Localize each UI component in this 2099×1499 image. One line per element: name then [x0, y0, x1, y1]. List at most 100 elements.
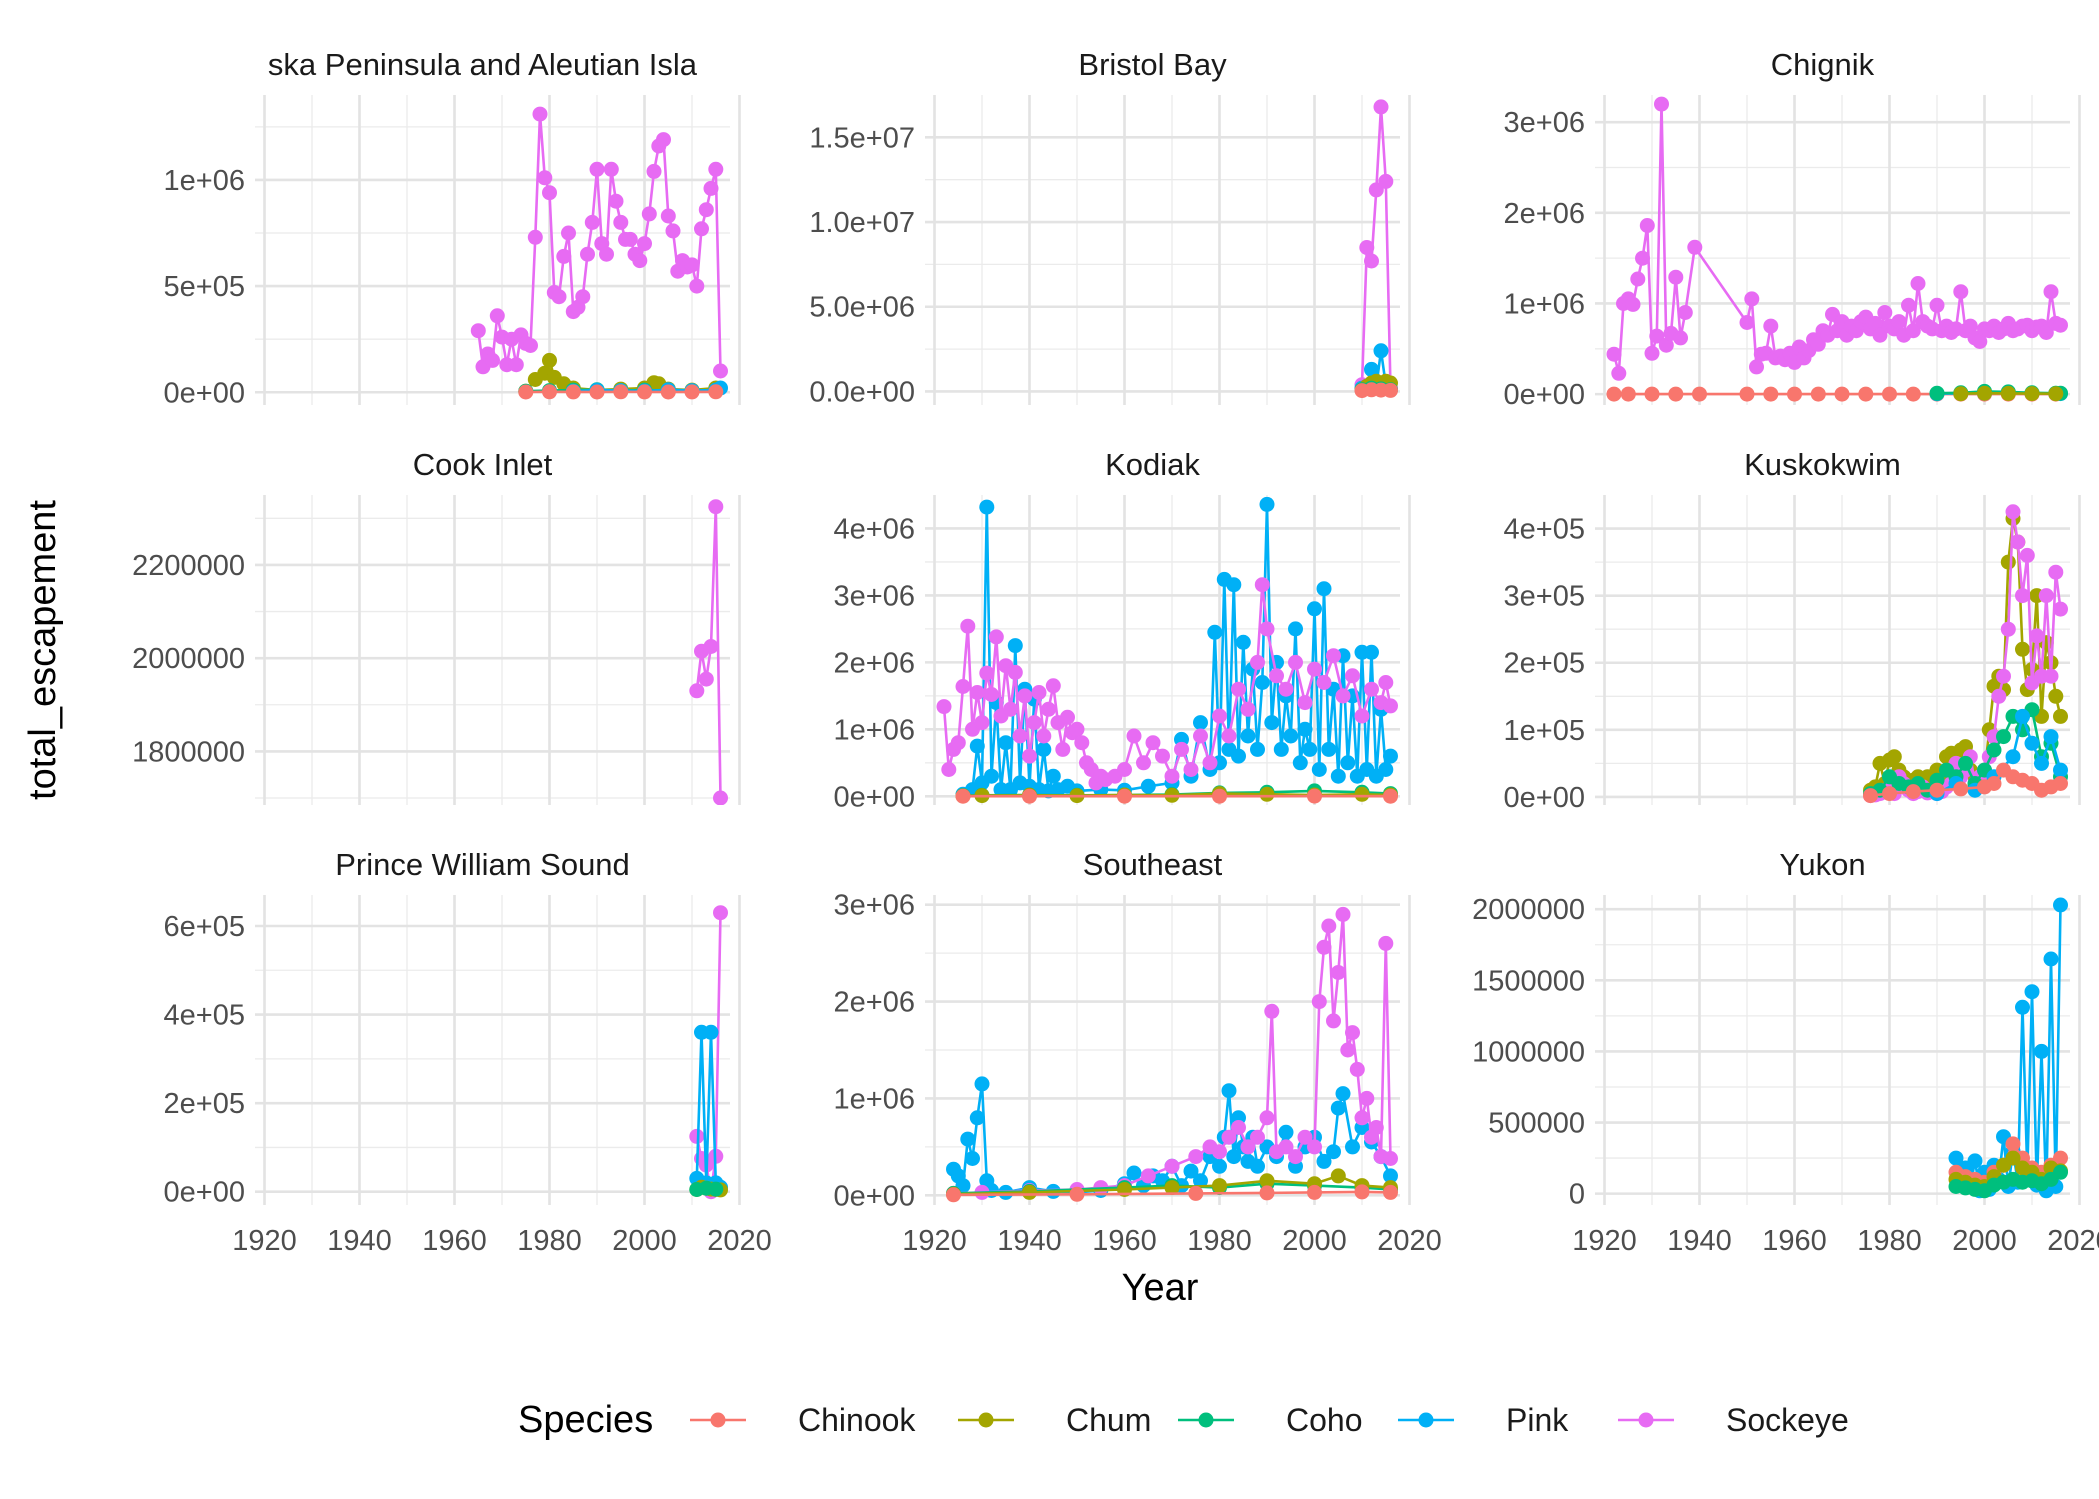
data-point-pink [1231, 748, 1246, 764]
data-point-chum [2048, 688, 2064, 704]
y-tick-label: 1e+05 [1504, 715, 1585, 747]
data-point-sockeye [1278, 681, 1294, 697]
data-point-pink [1364, 644, 1379, 660]
data-point-pink [1140, 778, 1156, 794]
x-tick-label: 2020 [707, 1225, 772, 1257]
data-point-pink [1967, 1153, 1983, 1169]
data-point-sockeye [1910, 276, 1926, 291]
data-point-pink [2034, 1043, 2049, 1059]
data-point-sockeye [1378, 675, 1394, 690]
data-point-sockeye [708, 161, 724, 177]
data-point-sockeye [1867, 315, 1883, 331]
data-point-sockeye [713, 363, 728, 379]
data-point-pink [1311, 762, 1327, 777]
data-point-sockeye [542, 185, 557, 201]
data-point-sockeye [622, 231, 638, 247]
data-point-sockeye [537, 170, 553, 186]
data-point-pink [2053, 897, 2068, 913]
data-point-sockeye [1212, 1144, 1227, 1160]
legend-label: Coho [1286, 1402, 1363, 1438]
data-point-sockeye [713, 905, 728, 921]
data-point-chum [542, 352, 557, 368]
y-tick-label: 3e+06 [834, 580, 915, 612]
data-point-sockeye [551, 289, 567, 305]
data-point-sockeye [1378, 173, 1394, 189]
data-point-sockeye [1326, 648, 1341, 664]
data-point-pink [1378, 762, 1394, 777]
data-point-chinook [1022, 788, 1037, 804]
data-point-pink [1383, 1168, 1398, 1184]
x-tick-label: 2000 [1952, 1225, 2017, 1257]
data-point-chinook [518, 384, 534, 400]
data-point-sockeye [1074, 735, 1090, 751]
data-point-sockeye [698, 671, 714, 687]
x-tick-label: 1980 [1857, 1225, 1922, 1257]
data-point-chinook [2053, 1150, 2068, 1166]
data-point-pink [1292, 755, 1308, 771]
legend-entry-coho: Coho [1178, 1402, 1363, 1438]
data-point-sockeye [1041, 701, 1056, 717]
data-point-pink [1007, 638, 1023, 654]
data-point-sockeye [1155, 748, 1170, 764]
data-point-chum [1212, 1178, 1227, 1194]
data-point-sockeye [1763, 318, 1779, 334]
y-tick-label: 2000000 [1472, 894, 1585, 926]
facet-panel-5: 0e+00 1e+05 2e+05 3e+05 4e+05 Kuskokwim [1504, 447, 2081, 814]
data-point-sockeye [1321, 918, 1337, 934]
facet-title: Cook Inlet [413, 447, 553, 482]
data-point-chum [2015, 641, 2030, 657]
data-point-sockeye [1340, 1042, 1356, 1058]
data-point-chinook [1117, 788, 1132, 804]
data-point-sockeye [1202, 755, 1218, 771]
facet-panel-2: 0e+00 1e+06 2e+06 3e+06 Chignik [1504, 47, 2081, 411]
data-point-pink [1045, 768, 1061, 784]
data-point-sockeye [1269, 668, 1284, 684]
data-point-pink [1288, 621, 1303, 637]
data-point-sockeye [1060, 709, 1075, 725]
y-tick-label: 500000 [1488, 1108, 1585, 1140]
data-point-sockeye [580, 246, 595, 262]
data-point-sockeye [1221, 728, 1237, 744]
data-point-sockeye [1891, 314, 1907, 330]
data-point-sockeye [1278, 1139, 1294, 1155]
data-point-pink [1221, 1083, 1237, 1099]
data-point-pink [1036, 741, 1052, 757]
data-point-sockeye [532, 106, 548, 122]
data-point-sockeye [1991, 688, 2007, 704]
data-point-chinook [589, 384, 605, 400]
legend-entry-chum: Chum [958, 1402, 1151, 1438]
data-point-sockeye [1036, 728, 1052, 744]
data-point-sockeye [1383, 1151, 1398, 1166]
data-point-chinook [1188, 1185, 1204, 1201]
facet-panel-4: 0e+00 1e+06 2e+06 3e+06 4e+06 Kodiak [834, 447, 1411, 813]
data-point-chinook [946, 1187, 961, 1203]
x-tick-label: 1980 [517, 1225, 582, 1257]
data-point-sockeye [1259, 621, 1275, 637]
data-point-pink [1345, 1139, 1360, 1155]
legend-entry-chinook: Chinook [690, 1402, 916, 1438]
data-point-pink [1235, 634, 1251, 650]
data-point-sockeye [1345, 1025, 1360, 1041]
x-tick-label: 1920 [1572, 1225, 1637, 1257]
data-point-sockeye [1687, 239, 1703, 255]
data-point-chinook [660, 384, 676, 400]
x-tick-label: 1960 [1762, 1225, 1827, 1257]
y-tick-label: 5.0e+06 [809, 292, 915, 324]
data-point-sockeye [1877, 305, 1893, 320]
data-point-sockeye [1630, 271, 1646, 287]
data-point-pink [969, 1110, 985, 1126]
series-group [1863, 504, 2068, 804]
data-point-sockeye [1254, 577, 1270, 593]
data-point-chum [1330, 1168, 1346, 1184]
data-point-sockeye [584, 214, 600, 230]
y-tick-label: 3e+06 [1504, 107, 1585, 139]
data-point-sockeye [2038, 588, 2054, 604]
data-point-chum [1953, 386, 1969, 402]
data-point-sockeye [1026, 715, 1042, 731]
data-point-chinook [2005, 1136, 2021, 1152]
data-point-sockeye [1649, 328, 1665, 344]
data-point-sockeye [1929, 297, 1945, 313]
facet-title: ska Peninsula and Aleutian Isla [268, 47, 698, 82]
data-point-sockeye [1639, 218, 1655, 233]
data-point-sockeye [1193, 728, 1208, 744]
